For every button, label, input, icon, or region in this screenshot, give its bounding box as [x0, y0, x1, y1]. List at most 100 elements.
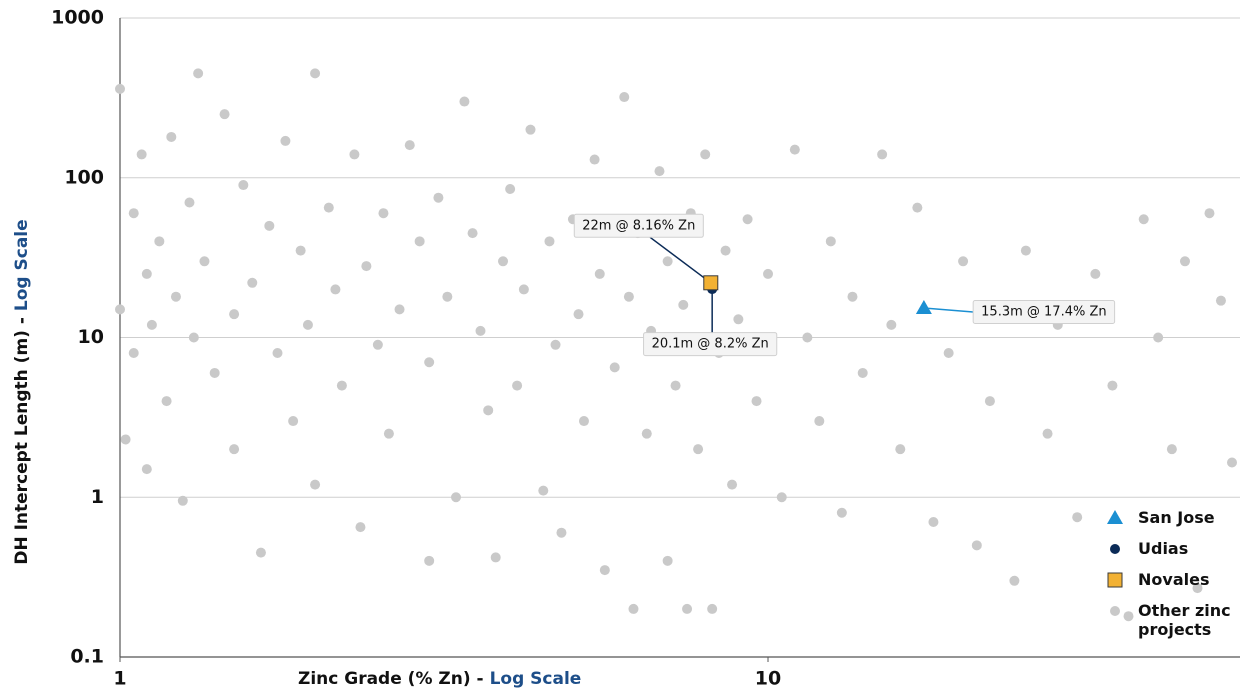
point: [1226, 457, 1237, 468]
point: [128, 347, 139, 358]
point: [188, 332, 199, 343]
annotation-text: 20.1m @ 8.2% Zn: [652, 337, 769, 352]
point: [886, 319, 897, 330]
point: [146, 319, 157, 330]
point: [424, 357, 435, 368]
point: [556, 527, 567, 538]
point: [483, 405, 494, 416]
legend-box: San Jose Udias Novales Other zinc projects: [1104, 508, 1258, 639]
point: [1072, 512, 1083, 523]
point: [1123, 611, 1134, 622]
point: [467, 228, 478, 239]
point: [1138, 214, 1149, 225]
point: [170, 291, 181, 302]
point: [459, 96, 470, 107]
leader-line: [649, 236, 712, 284]
point: [115, 304, 125, 315]
point: [302, 319, 313, 330]
legend-label: San Jose: [1138, 508, 1215, 527]
point: [943, 347, 954, 358]
point: [442, 291, 453, 302]
point: [693, 444, 704, 455]
point: [599, 565, 610, 576]
point: [971, 540, 982, 551]
y-tick-label: 100: [64, 166, 104, 188]
point: [1179, 256, 1190, 267]
point: [1110, 544, 1120, 554]
point: [378, 208, 389, 219]
point: [700, 149, 711, 160]
point: [394, 304, 405, 315]
point: [742, 214, 753, 225]
point: [678, 299, 689, 310]
triangle-marker: [1107, 510, 1123, 524]
point: [229, 444, 240, 455]
point: [1153, 332, 1164, 343]
y-tick-label: 1: [91, 486, 104, 508]
x-tick-label: 1: [113, 668, 126, 690]
point: [578, 416, 589, 427]
triangle-marker: [915, 299, 932, 314]
y-tick-label: 1000: [51, 7, 104, 29]
annotation-box: [573, 213, 704, 238]
point: [424, 555, 435, 566]
point: [288, 416, 299, 427]
point: [847, 291, 858, 302]
point: [1166, 444, 1177, 455]
point: [654, 166, 665, 177]
legend-label: Udias: [1138, 539, 1189, 558]
annotation: 22m @ 8.16% Zn: [573, 213, 712, 284]
point: [336, 380, 347, 391]
y-tick-label: 0.1: [70, 646, 104, 668]
point: [1090, 268, 1101, 279]
x-axis-label: Zinc Grade (% Zn) - Log Scale: [298, 669, 581, 689]
point: [166, 131, 177, 142]
point: [404, 140, 415, 151]
point: [720, 245, 731, 256]
point: [310, 479, 321, 490]
point: [451, 492, 462, 503]
point: [589, 154, 600, 165]
point: [628, 603, 639, 614]
point: [958, 256, 969, 267]
annotation-text: 15.3m @ 17.4% Zn: [981, 304, 1106, 319]
point: [498, 256, 509, 267]
point: [525, 124, 536, 135]
legend-entry: Other zinc projects: [1104, 601, 1258, 639]
point: [1009, 575, 1020, 586]
x-label-highlight: Log Scale: [490, 669, 582, 689]
point: [209, 367, 220, 378]
x-label-text: Zinc Grade (% Zn) -: [298, 669, 484, 689]
point: [383, 428, 394, 439]
y-label-highlight: Log Scale: [12, 219, 32, 311]
point: [802, 332, 813, 343]
point: [512, 380, 523, 391]
point: [538, 485, 549, 496]
point: [877, 149, 888, 160]
point: [733, 314, 744, 325]
point: [141, 268, 152, 279]
point: [825, 236, 836, 247]
point: [505, 184, 516, 195]
point: [1020, 245, 1031, 256]
point: [682, 603, 693, 614]
y-axis-label: DH Intercept Length (m) - Log Scale: [12, 219, 32, 564]
point: [776, 492, 787, 503]
point: [310, 68, 321, 79]
point: [594, 268, 605, 279]
point: [895, 444, 906, 455]
point: [550, 339, 561, 350]
annotation-box: [972, 299, 1116, 324]
point: [490, 552, 501, 563]
point: [141, 464, 152, 475]
point: [623, 291, 634, 302]
point: [1215, 295, 1226, 306]
legend-entry: Novales: [1104, 570, 1258, 589]
point: [161, 396, 172, 407]
point: [984, 396, 995, 407]
point: [414, 236, 425, 247]
legend-label: Other zinc projects: [1138, 601, 1231, 639]
point: [475, 325, 486, 336]
point: [115, 83, 125, 94]
